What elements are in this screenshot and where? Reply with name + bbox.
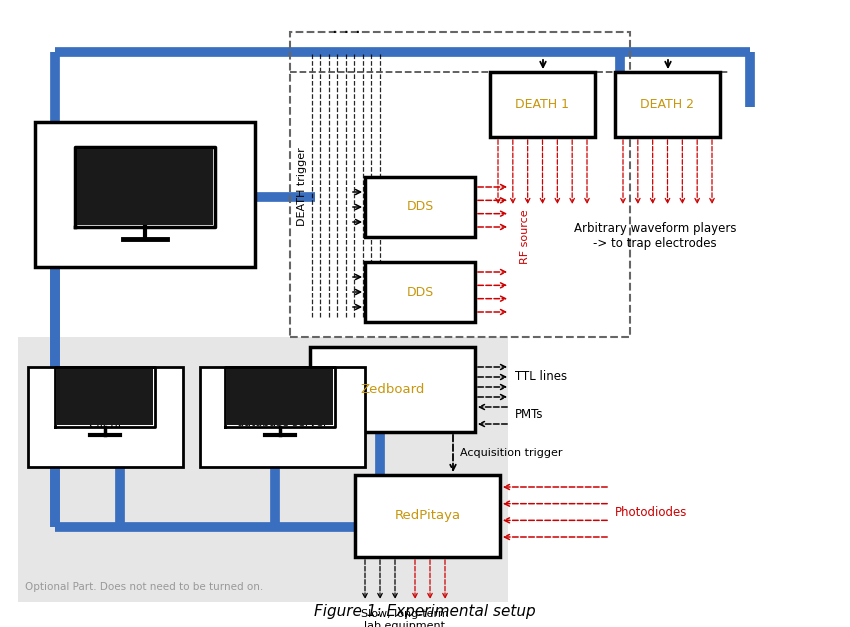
- Bar: [310, 347, 475, 432]
- Bar: [290, 32, 630, 337]
- Bar: [355, 475, 500, 557]
- Text: DEATH 2: DEATH 2: [641, 98, 694, 111]
- Text: Time series
database server: Time series database server: [237, 406, 328, 428]
- Bar: [365, 262, 475, 322]
- Bar: [57, 369, 153, 425]
- Bar: [227, 369, 333, 425]
- Text: DEATH trigger: DEATH trigger: [297, 147, 307, 226]
- Text: Slow, long-term
lab equipment
monitoring: Slow, long-term lab equipment monitoring: [361, 609, 449, 627]
- Bar: [77, 149, 213, 225]
- Text: PMTs: PMTs: [515, 409, 543, 421]
- Bar: [490, 72, 595, 137]
- Text: RF source: RF source: [520, 209, 530, 265]
- Bar: [200, 367, 365, 467]
- Text: Acquisition trigger: Acquisition trigger: [460, 448, 563, 458]
- Bar: [18, 337, 508, 602]
- Text: Arbitrary waveform players
-> to trap electrodes: Arbitrary waveform players -> to trap el…: [574, 222, 736, 250]
- Text: · · ·: · · ·: [332, 24, 360, 42]
- Text: TTL lines: TTL lines: [515, 371, 567, 384]
- Text: RedPitaya: RedPitaya: [394, 510, 461, 522]
- Bar: [28, 367, 183, 467]
- Bar: [35, 122, 255, 267]
- Text: DDS: DDS: [406, 285, 434, 298]
- Text: Optional Part. Does not need to be turned on.: Optional Part. Does not need to be turne…: [25, 582, 263, 592]
- Text: DDS: DDS: [406, 201, 434, 214]
- Text: Zedboard: Zedboard: [360, 383, 425, 396]
- Bar: [365, 177, 475, 237]
- Text: Ionizer: Ionizer: [122, 187, 168, 201]
- Text: Figure 1: Experimental setup: Figure 1: Experimental setup: [314, 604, 536, 619]
- Bar: [615, 72, 720, 137]
- Text: DEATH 1: DEATH 1: [515, 98, 570, 111]
- Text: Photodiodes: Photodiodes: [615, 505, 688, 519]
- Text: reptoar
Client: reptoar Client: [83, 403, 127, 431]
